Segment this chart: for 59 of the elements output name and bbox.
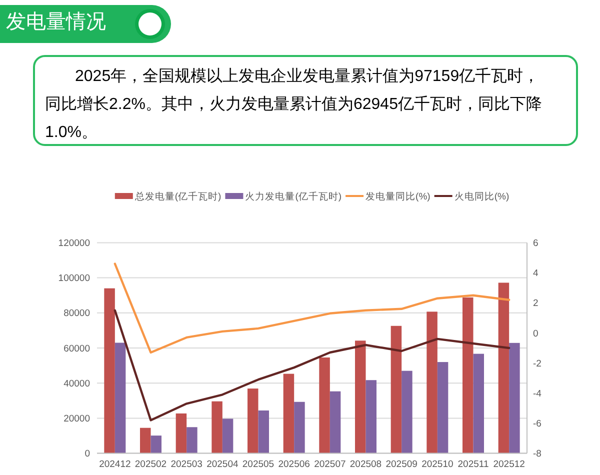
y-tick-label: 80000 [64,308,90,320]
y2-tick-label: 6 [533,238,538,249]
line-series [114,262,510,354]
y-tick-label: 40000 [64,378,90,390]
x-tick-label: 202412 [99,459,131,470]
legend-label: 火电同比(%) [454,190,510,202]
x-tick-label: 202508 [350,459,382,470]
x-tick-label: 202512 [493,459,525,470]
bar [283,374,294,454]
x-tick-label: 202503 [170,459,202,470]
x-tick-label: 202502 [134,459,167,470]
bar [294,402,305,454]
y2-tick-label: -6 [533,418,542,430]
legend-label: 火力发电量(亿千瓦时) [245,190,342,202]
y-tick-label: 20000 [64,414,90,424]
bar [176,413,187,454]
bar [319,357,330,454]
bar [390,326,402,454]
bar [186,427,198,454]
bar [140,428,151,454]
y2-tick-label: -4 [533,388,542,400]
bar [426,312,438,454]
bar [355,340,366,454]
chart-subtitle: 2025年，全国规模以上发电企业发电量累计值为97159亿千瓦时，同比增长2.2%。其中，火力发电量累计值为62945亿千瓦时，同比下降1.0%。 [45,66,543,143]
y2-tick-label: -8 [533,448,542,460]
bar [462,297,474,454]
x-tick-label: 202504 [206,459,238,470]
y-tick-label: 100000 [58,273,90,284]
chart-title: 发电量情况 [6,10,106,34]
bar [498,282,510,454]
y-tick-label: 60000 [64,343,90,354]
bar [212,401,222,454]
x-tick-label: 202505 [242,459,274,470]
bar [509,342,520,454]
legend-label: 总发电量(亿千瓦时) [134,190,222,202]
bar [437,362,448,454]
bar [330,391,341,454]
y2-tick-label: 4 [533,268,538,280]
bar [402,370,412,454]
bar [473,354,484,454]
line-series [114,309,510,422]
bar [248,388,258,454]
bar [258,410,269,454]
bar [104,288,115,454]
x-tick-label: 202507 [314,459,346,470]
x-tick-label: 202506 [278,459,310,470]
x-tick-label: 202511 [458,459,489,470]
y2-tick-label: -2 [533,358,542,370]
bar [150,436,162,454]
x-tick-label: 202510 [422,459,454,470]
x-tick-label: 202509 [386,459,418,470]
y2-tick-label: 0 [533,328,538,340]
y-tick-label: 120000 [58,238,90,249]
y2-tick-label: 2 [533,298,538,310]
bar [114,342,126,454]
bar [366,380,376,454]
legend-label: 发电量同比(%) [366,190,430,202]
bar [222,418,234,454]
y-tick-label: 0 [84,448,90,460]
